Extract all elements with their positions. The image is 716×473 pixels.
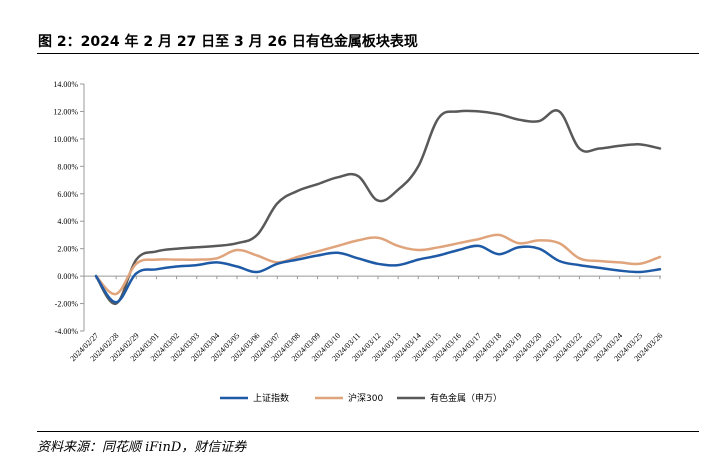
- y-tick-label: 14.00%: [53, 80, 78, 89]
- y-tick-label: 4.00%: [57, 217, 78, 226]
- y-axis-ticks: -4.00% -2.00% 0.00% 2.00% 4.00% 6.00% 8.00% 10.…: [53, 80, 84, 336]
- y-tick-label: 0.00%: [57, 272, 78, 281]
- title-divider: [37, 53, 699, 54]
- legend-label-2: 有色金属（申万）: [430, 392, 502, 404]
- series-line-0: [94, 244, 662, 304]
- y-tick-label: 10.00%: [53, 135, 78, 144]
- figure-title: 图 2：2024 年 2 月 27 日至 3 月 26 日有色金属板块表现: [38, 34, 418, 50]
- series-line-1: [94, 233, 662, 296]
- y-tick-label: 2.00%: [57, 245, 78, 254]
- y-tick-label: -2.00%: [55, 300, 79, 309]
- y-tick-label: 8.00%: [57, 162, 78, 171]
- chart-legend: 上证指数 沪深300 有色金属（申万）: [220, 392, 502, 404]
- source-divider: [37, 431, 699, 432]
- chart-series: [94, 109, 662, 305]
- y-tick-label: 6.00%: [57, 190, 78, 199]
- x-axis-ticks: 2024/02/272024/02/282024/02/292024/03/01…: [68, 276, 664, 363]
- series-line-2: [94, 109, 662, 305]
- legend-label-0: 上证指数: [253, 392, 289, 404]
- chart-axes: [83, 84, 661, 331]
- y-tick-label: 12.00%: [53, 107, 78, 116]
- legend-label-1: 沪深300: [348, 392, 383, 404]
- y-tick-label: -4.00%: [55, 327, 79, 336]
- source-note: 资料来源：同花顺 iFinD，财信证券: [37, 440, 247, 455]
